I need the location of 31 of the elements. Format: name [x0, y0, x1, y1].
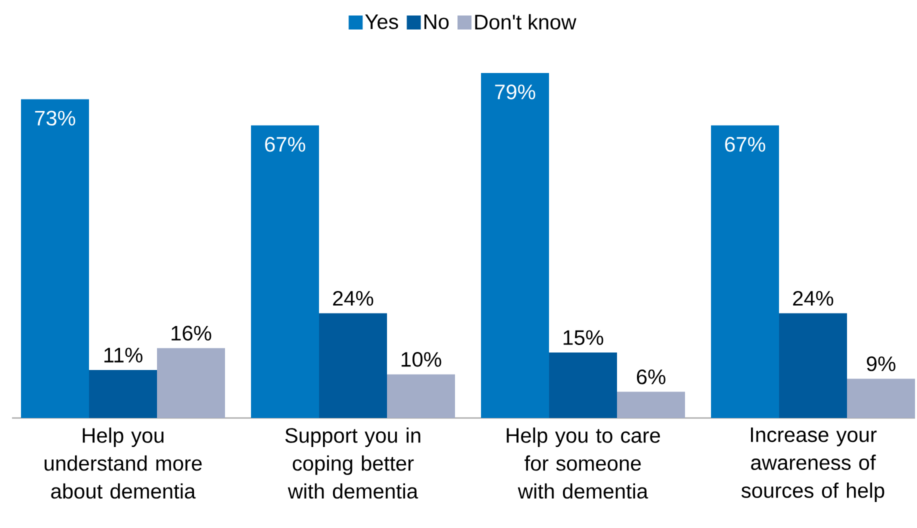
bar: [617, 392, 686, 418]
data-label: 10%: [402, 352, 442, 367]
data-label: 73%: [35, 110, 76, 126]
data-label: 67%: [265, 136, 306, 152]
bar: [779, 313, 848, 418]
data-label: 79%: [495, 84, 536, 100]
bar: [711, 125, 780, 418]
data-label: 24%: [333, 290, 374, 306]
data-label: 9%: [866, 356, 896, 372]
bar: [847, 378, 916, 418]
bar: [549, 352, 618, 418]
x-tick-label: Help you to care for someone with dementia: [506, 428, 660, 499]
data-label: 67%: [725, 136, 766, 152]
bar: [481, 73, 550, 418]
data-label: 24%: [793, 290, 834, 306]
bar: [89, 370, 157, 418]
bar: [387, 374, 456, 418]
data-label: 16%: [172, 326, 212, 341]
x-tick-label: Increase your awareness of sources of help: [741, 428, 884, 502]
data-label: 6%: [636, 369, 666, 384]
bar: [251, 125, 320, 418]
data-label: 11%: [104, 348, 142, 362]
bar: [157, 348, 226, 418]
data-label: 15%: [564, 330, 604, 345]
x-tick-label: Support you in coping better with dementia: [285, 428, 420, 499]
bar: [319, 313, 388, 418]
x-tick-label: Help you understand more about dementia: [44, 428, 202, 499]
legend-label: Don't know: [475, 14, 576, 30]
bar: [21, 99, 89, 418]
legend-label: Yes: [365, 14, 398, 30]
legend-label: No: [424, 14, 449, 30]
